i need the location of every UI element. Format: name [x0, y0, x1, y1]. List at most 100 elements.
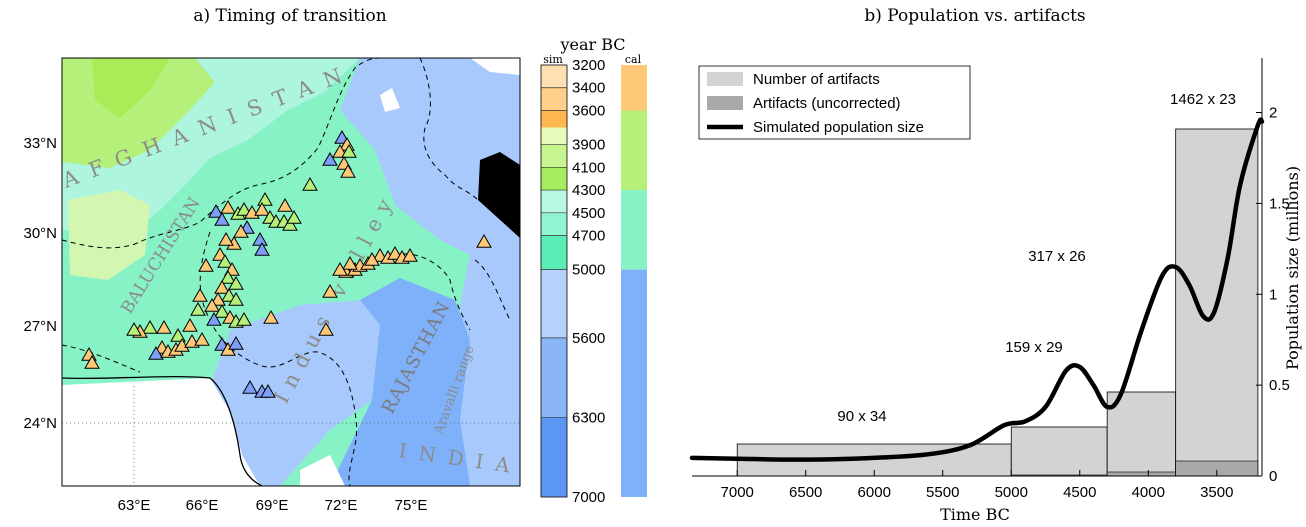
- legend-swatch-uncorrected: [707, 96, 743, 110]
- site-marker: [192, 287, 208, 302]
- site-marker: [282, 216, 298, 231]
- artifact-bar-uncorrected: [1106, 471, 1176, 477]
- colorbar-band: [541, 110, 567, 128]
- colorbar-sim: [541, 65, 567, 497]
- x-axis-label: Time BC: [940, 505, 1010, 524]
- colorbar-tick: 4100: [572, 159, 605, 176]
- site-markers: [81, 129, 492, 398]
- colorbar-band: [541, 417, 567, 497]
- cal-band: [621, 110, 647, 191]
- site-marker: [214, 279, 230, 294]
- y-tick: 2: [1269, 105, 1277, 122]
- site-marker: [476, 233, 492, 248]
- site-marker: [228, 275, 244, 290]
- site-marker: [148, 345, 164, 360]
- colorbar-ticks: 3200 3400 3600 3900 4100 4300 4500 4700 5000 5600…: [541, 57, 605, 506]
- colorbar-tick: 6300: [572, 409, 605, 426]
- colorbar: year BC sim cal 3200 3400 3600 3900 4100 4300…: [540, 35, 647, 506]
- map-y-ticks: 33°N 30°N 27°N 24°N: [23, 135, 57, 432]
- colorbar-band: [541, 212, 567, 236]
- colorbar-tick: 7000: [572, 489, 605, 506]
- bar-label: 90 x 34: [837, 408, 886, 425]
- site-marker: [341, 143, 357, 158]
- site-marker: [170, 327, 186, 342]
- cal-band: [621, 65, 647, 111]
- map-area: AFGHANISTAN BALUCHISTAN Indus valley RAJ…: [62, 58, 520, 486]
- legend-item: Artifacts (uncorrected): [753, 95, 901, 112]
- map-title: a) Timing of transition: [193, 6, 386, 26]
- site-marker: [260, 383, 276, 398]
- y-tick: 24°N: [23, 415, 57, 432]
- site-marker: [302, 176, 318, 191]
- site-marker: [252, 231, 268, 246]
- colorbar-tick: 5000: [572, 262, 605, 279]
- site-marker: [208, 203, 224, 218]
- site-marker: [214, 211, 230, 226]
- map-frame: [61, 57, 521, 487]
- y-tick: 27°N: [23, 318, 57, 335]
- site-marker: [254, 201, 270, 216]
- bar-label: 317 x 26: [1028, 248, 1086, 265]
- site-marker: [126, 321, 142, 336]
- x-tick: 69°E: [256, 497, 289, 514]
- site-marker: [318, 321, 334, 336]
- site-marker: [220, 269, 236, 284]
- borders: [62, 58, 511, 486]
- site-marker: [194, 331, 210, 346]
- site-marker: [198, 257, 214, 272]
- map-x-ticks: 63°E 66°E 69°E 72°E 75°E: [118, 497, 428, 514]
- region-green-dark: [92, 58, 170, 118]
- region-blue: [330, 278, 470, 486]
- region-sea: [62, 378, 260, 486]
- x-tick: 63°E: [118, 497, 151, 514]
- site-marker: [142, 319, 158, 334]
- x-tick: 4000: [1132, 484, 1165, 501]
- site-marker: [174, 337, 190, 352]
- x-tick: 66°E: [186, 497, 219, 514]
- y-tick: 30°N: [23, 225, 57, 242]
- site-marker: [233, 223, 249, 238]
- region-pale-green: [68, 190, 150, 280]
- colorbar-tick: 4700: [572, 228, 605, 245]
- colorbar-tick: 4300: [572, 182, 605, 199]
- site-marker: [190, 301, 206, 316]
- y-ticks: 0 0.5 1 1.5 2: [1256, 105, 1290, 485]
- y-axis-label: Population size (millions): [1283, 166, 1302, 370]
- y-tick: 0.5: [1269, 377, 1290, 394]
- site-marker: [156, 319, 172, 334]
- site-marker: [332, 261, 348, 276]
- region-black: [478, 152, 520, 238]
- site-marker: [263, 309, 279, 324]
- colorbar-band: [541, 144, 567, 168]
- bar-label: 1462 x 23: [1170, 91, 1236, 108]
- site-marker: [218, 231, 234, 246]
- site-marker: [210, 291, 226, 306]
- colorbar-title: year BC: [559, 35, 625, 54]
- x-tick: 5000: [995, 484, 1028, 501]
- site-marker: [322, 283, 338, 298]
- colorbar-tick: 3600: [572, 102, 605, 119]
- y-tick: 1: [1269, 286, 1277, 303]
- y-tick: 0: [1269, 468, 1277, 485]
- artifact-bars: [736, 128, 1259, 477]
- site-marker: [322, 151, 338, 166]
- x-tick: 7000: [721, 484, 754, 501]
- y-tick: 33°N: [23, 135, 57, 152]
- site-marker: [228, 291, 244, 306]
- site-marker: [182, 317, 198, 332]
- colorbar-tick: 3400: [572, 80, 605, 97]
- colorbar-band: [541, 167, 567, 191]
- colorbar-cal: [621, 65, 647, 497]
- colorbar-band: [541, 235, 567, 270]
- x-ticks: 7000 6500 6000 5500 5000 4500 4000 3500: [721, 470, 1233, 501]
- site-marker: [342, 255, 358, 270]
- colorbar-tick: 3900: [572, 137, 605, 154]
- site-marker: [286, 209, 302, 224]
- region-lightblue-s: [200, 300, 380, 486]
- site-marker: [340, 163, 356, 178]
- site-marker: [228, 335, 244, 350]
- x-tick: 72°E: [325, 497, 358, 514]
- colorbar-cal-label: cal: [625, 53, 642, 66]
- colorbar-tick: 4500: [572, 205, 605, 222]
